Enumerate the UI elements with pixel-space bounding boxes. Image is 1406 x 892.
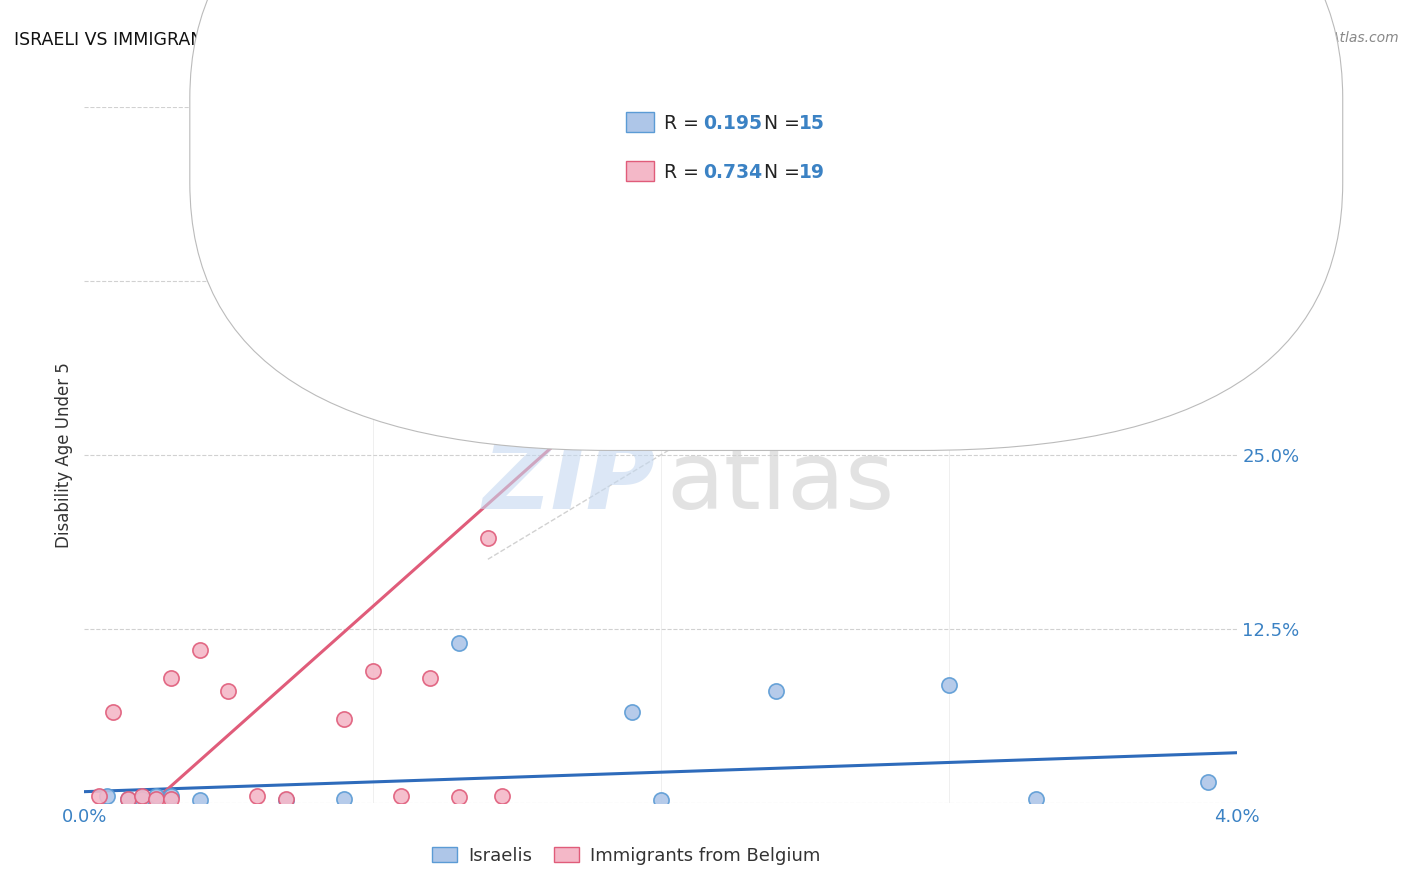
Text: R =: R =: [664, 162, 704, 182]
Point: [449, 636, 471, 650]
Point: [117, 791, 139, 805]
Point: [145, 789, 167, 803]
Point: [1198, 775, 1220, 789]
Point: [117, 791, 139, 805]
Text: 19: 19: [799, 162, 824, 182]
Point: [145, 791, 167, 805]
Text: Source: ZipAtlas.com: Source: ZipAtlas.com: [1251, 31, 1399, 45]
Text: N =: N =: [752, 162, 806, 182]
Point: [276, 791, 298, 805]
Point: [96, 789, 118, 803]
Text: N =: N =: [752, 113, 806, 133]
Point: [160, 671, 183, 685]
Point: [391, 789, 413, 803]
Point: [564, 267, 586, 281]
Point: [938, 677, 960, 691]
Point: [246, 789, 269, 803]
Legend: Israelis, Immigrants from Belgium: Israelis, Immigrants from Belgium: [426, 841, 825, 871]
Point: [160, 791, 183, 805]
Point: [103, 706, 124, 720]
Y-axis label: Disability Age Under 5: Disability Age Under 5: [55, 362, 73, 548]
Text: ZIP: ZIP: [482, 437, 655, 529]
Point: [419, 671, 441, 685]
Text: 15: 15: [799, 113, 824, 133]
Point: [621, 706, 644, 720]
Point: [650, 793, 672, 807]
Point: [491, 789, 513, 803]
Point: [333, 791, 356, 805]
Text: 0.734: 0.734: [703, 162, 762, 182]
Point: [188, 642, 211, 657]
Point: [131, 791, 153, 805]
Text: R =: R =: [664, 113, 704, 133]
Point: [188, 793, 211, 807]
Point: [1025, 791, 1047, 805]
Point: [131, 789, 153, 803]
Point: [218, 684, 240, 698]
Text: ISRAELI VS IMMIGRANTS FROM BELGIUM DISABILITY AGE UNDER 5 CORRELATION CHART: ISRAELI VS IMMIGRANTS FROM BELGIUM DISAB…: [14, 31, 787, 49]
Point: [276, 793, 298, 807]
Point: [333, 712, 356, 726]
Point: [87, 789, 110, 803]
Text: atlas: atlas: [666, 437, 894, 529]
Point: [160, 789, 183, 803]
Point: [477, 532, 499, 546]
Point: [449, 790, 471, 805]
Point: [765, 684, 787, 698]
Point: [361, 664, 384, 678]
Text: 0.195: 0.195: [703, 113, 762, 133]
